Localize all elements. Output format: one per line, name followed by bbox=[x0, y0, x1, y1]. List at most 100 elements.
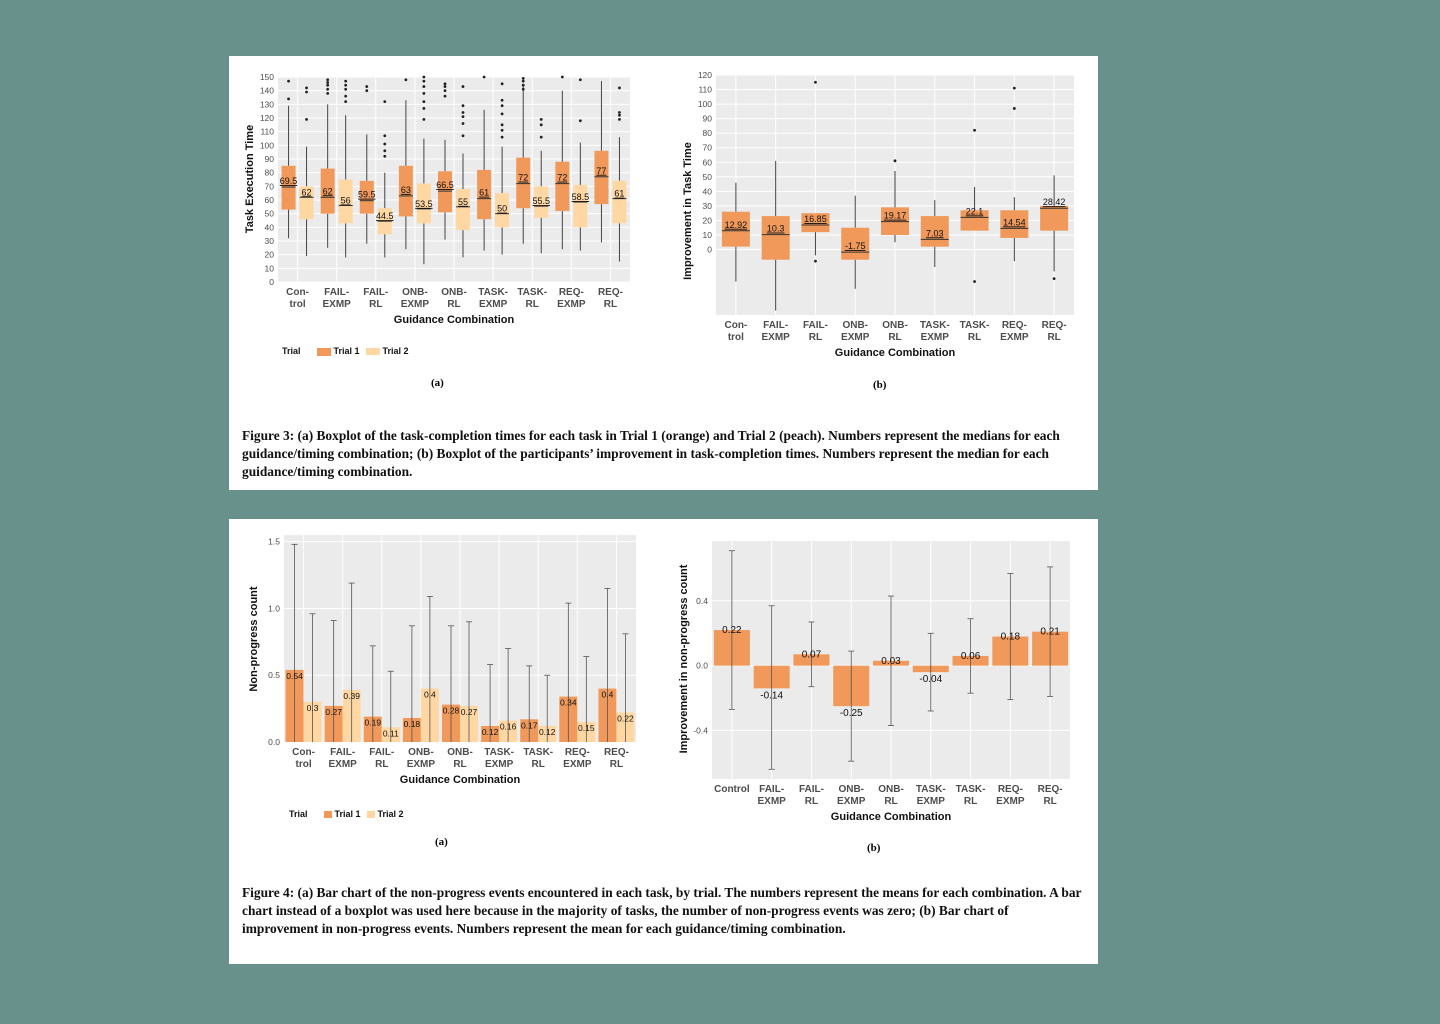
outlier-point bbox=[521, 79, 525, 83]
x-tick-label: RL bbox=[447, 299, 460, 310]
x-tick-label: Control bbox=[714, 784, 750, 795]
y-tick-label: 90 bbox=[703, 114, 713, 124]
data-label: 0.22 bbox=[617, 714, 634, 724]
outlier-point bbox=[443, 85, 447, 88]
x-axis-label: Guidance Combination bbox=[394, 314, 515, 326]
legend-swatch-trial-2 bbox=[365, 348, 380, 356]
outlier-point bbox=[326, 92, 330, 95]
x-tick-label: EXMP bbox=[328, 759, 357, 770]
median-label: -1.75 bbox=[845, 241, 866, 251]
data-label: 0.18 bbox=[404, 719, 421, 729]
x-tick-label: EXMP bbox=[485, 759, 514, 770]
x-tick-label: FAIL- bbox=[799, 784, 824, 795]
data-label: 0.07 bbox=[802, 649, 822, 660]
outlier-point bbox=[383, 149, 387, 153]
outlier-point bbox=[461, 111, 465, 114]
y-tick-label: 80 bbox=[265, 168, 275, 178]
y-axis-label: Improvement in non-progress count bbox=[678, 564, 690, 753]
box bbox=[761, 216, 790, 260]
median-label: 55.5 bbox=[532, 196, 550, 206]
outlier-point bbox=[422, 75, 426, 79]
x-tick-label: RL bbox=[375, 759, 388, 770]
median-label: 62 bbox=[302, 187, 312, 197]
outlier-point bbox=[500, 98, 504, 102]
box bbox=[281, 165, 296, 210]
data-label: 0.12 bbox=[482, 727, 499, 737]
data-label: -0.14 bbox=[760, 690, 783, 701]
x-tick-label: ONB- bbox=[882, 320, 908, 331]
median-label: 12.92 bbox=[725, 220, 748, 230]
y-tick-label: 1.5 bbox=[268, 537, 280, 547]
legend-item-trial-2: Trial 2 bbox=[365, 346, 409, 356]
box bbox=[359, 180, 374, 214]
outlier-point bbox=[1052, 277, 1056, 281]
figure-4a-legend: Trial Trial 1 Trial 2 bbox=[289, 809, 404, 819]
y-tick-label: 0.4 bbox=[696, 596, 708, 606]
x-tick-label: ONB- bbox=[842, 320, 868, 331]
x-axis-label: Guidance Combination bbox=[831, 811, 952, 823]
median-label: 53.5 bbox=[415, 199, 433, 209]
data-label: 0.16 bbox=[500, 722, 517, 732]
outlier-point bbox=[973, 280, 976, 283]
outlier-point bbox=[422, 100, 426, 103]
box bbox=[920, 216, 949, 247]
x-tick-label: RL bbox=[610, 759, 623, 770]
data-label: 0.28 bbox=[443, 706, 460, 716]
x-tick-label: RL bbox=[369, 299, 382, 310]
outlier-point bbox=[461, 85, 465, 88]
figure-3a-label: (a) bbox=[431, 377, 444, 389]
outlier-point bbox=[578, 119, 582, 123]
box bbox=[477, 169, 492, 220]
x-tick-label: TASK- bbox=[920, 320, 950, 331]
y-tick-label: 80 bbox=[703, 128, 713, 138]
median-label: 16.85 bbox=[804, 214, 827, 224]
outlier-point bbox=[422, 92, 426, 95]
median-label: 10.3 bbox=[767, 224, 785, 234]
y-tick-label: 0 bbox=[707, 245, 712, 255]
x-tick-label: RL bbox=[809, 332, 822, 343]
x-tick-label: REQ- bbox=[559, 287, 584, 298]
box bbox=[398, 165, 413, 217]
box bbox=[438, 171, 452, 213]
outlier-point bbox=[326, 83, 330, 87]
x-tick-label: TASK- bbox=[960, 320, 990, 331]
box bbox=[416, 183, 431, 224]
x-tick-label: FAIL- bbox=[324, 287, 349, 298]
outlier-point bbox=[814, 80, 817, 84]
data-label: 0.21 bbox=[1040, 627, 1060, 638]
x-tick-label: TASK- bbox=[523, 747, 553, 758]
y-tick-label: 30 bbox=[703, 201, 713, 211]
figure-3-caption: Figure 3: (a) Boxplot of the task-comple… bbox=[242, 428, 1060, 479]
outlier-point bbox=[344, 100, 348, 103]
outlier-point bbox=[973, 128, 976, 132]
x-tick-label: REQ- bbox=[604, 747, 629, 758]
data-label: 0.39 bbox=[343, 691, 360, 701]
x-tick-label: REQ- bbox=[1042, 320, 1067, 331]
x-tick-label: Con- bbox=[724, 320, 747, 331]
y-tick-label: 50 bbox=[703, 172, 713, 182]
outlier-point bbox=[500, 135, 504, 139]
x-tick-label: RL bbox=[805, 796, 818, 807]
y-axis-label: Non-progress count bbox=[248, 586, 260, 691]
box bbox=[960, 210, 989, 231]
outlier-point bbox=[521, 83, 525, 87]
x-tick-label: RL bbox=[964, 796, 977, 807]
median-label: 62 bbox=[323, 186, 333, 196]
data-label: 0.17 bbox=[521, 720, 538, 730]
y-tick-label: 0.5 bbox=[268, 670, 280, 680]
median-label: 58.5 bbox=[572, 192, 590, 202]
median-label: 44.5 bbox=[376, 211, 394, 221]
x-tick-label: REQ- bbox=[598, 287, 623, 298]
outlier-point bbox=[578, 78, 582, 82]
outlier-point bbox=[326, 78, 330, 82]
y-tick-label: 20 bbox=[703, 215, 713, 225]
x-tick-label: trol bbox=[728, 332, 744, 343]
data-label: -0.04 bbox=[919, 674, 942, 685]
y-tick-label: 90 bbox=[265, 154, 275, 164]
box bbox=[456, 189, 470, 231]
outlier-point bbox=[383, 134, 387, 138]
x-tick-label: RL bbox=[453, 759, 466, 770]
outlier-point bbox=[326, 81, 330, 84]
x-tick-label: FAIL- bbox=[763, 320, 788, 331]
y-tick-label: 100 bbox=[698, 99, 712, 109]
